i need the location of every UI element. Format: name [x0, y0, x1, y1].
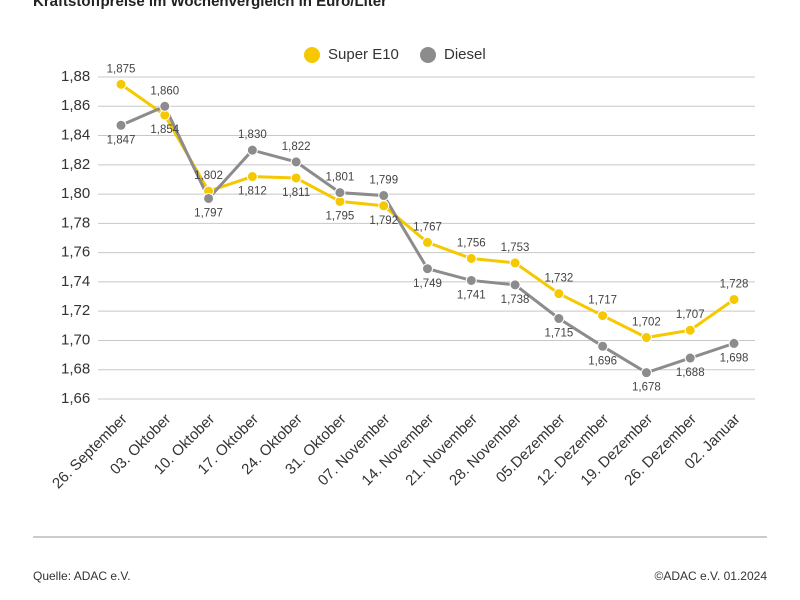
value-label: 1,767: [413, 221, 442, 233]
value-label: 1,811: [282, 187, 310, 199]
legend-marker: [420, 47, 436, 63]
point: [422, 263, 433, 275]
value-label: 1,702: [632, 317, 661, 329]
legend-label: Diesel: [444, 46, 486, 63]
point: [640, 367, 652, 379]
value-label: 1,698: [720, 352, 749, 364]
point: [115, 119, 127, 131]
point: [290, 172, 302, 184]
point: [597, 340, 609, 352]
y-tick-label: 1,84: [61, 127, 90, 144]
point: [115, 78, 127, 90]
point: [159, 100, 171, 112]
value-label: 1,717: [588, 295, 617, 307]
value-label: 1,812: [238, 186, 267, 198]
point: [465, 274, 477, 286]
point: [378, 190, 390, 202]
point: [509, 279, 521, 291]
value-label: 1,707: [676, 309, 705, 321]
point: [728, 337, 740, 349]
source: Quelle: ADAC e.V.: [33, 569, 131, 583]
value-label: 1,802: [194, 170, 223, 182]
point: [597, 310, 609, 322]
point: [246, 171, 258, 183]
value-label: 1,801: [326, 172, 355, 184]
value-label: 1,749: [413, 278, 442, 290]
value-label: 1,753: [501, 242, 530, 254]
value-label: 1,688: [676, 367, 705, 379]
value-label: 1,797: [194, 208, 223, 220]
y-tick-label: 1,80: [61, 185, 90, 202]
y-tick-label: 1,88: [61, 68, 90, 85]
value-label: 1,799: [369, 175, 398, 187]
point: [728, 293, 740, 305]
value-label: 1,875: [107, 63, 136, 75]
point: [684, 324, 696, 336]
value-label: 1,847: [107, 134, 136, 146]
point: [465, 252, 477, 264]
value-label: 1,792: [369, 215, 398, 227]
y-tick-label: 1,78: [61, 214, 90, 231]
chart-title: Kraftstoffpreise im Wochenvergleich in E…: [33, 0, 387, 10]
value-label: 1,732: [544, 273, 573, 285]
point: [509, 257, 521, 269]
y-tick-label: 1,74: [61, 273, 90, 290]
value-label: 1,756: [457, 238, 486, 250]
y-tick-label: 1,66: [61, 390, 90, 407]
value-label: 1,728: [720, 279, 749, 291]
point: [290, 156, 302, 168]
value-label: 1,715: [544, 328, 573, 340]
value-label: 1,741: [457, 289, 486, 301]
point: [684, 352, 696, 364]
point: [640, 332, 652, 344]
point: [246, 144, 258, 156]
x-tick-label: 26. September: [49, 411, 131, 493]
y-tick-label: 1,68: [61, 361, 90, 378]
y-tick-label: 1,72: [61, 302, 90, 319]
value-label: 1,860: [150, 85, 179, 97]
point: [553, 313, 565, 324]
y-tick-label: 1,76: [61, 244, 90, 261]
value-label: 1,678: [632, 382, 661, 394]
legend-label: Super E10: [328, 46, 399, 63]
value-label: 1,696: [588, 355, 617, 367]
value-label: 1,795: [326, 210, 355, 222]
point: [203, 192, 215, 204]
point: [553, 288, 565, 300]
point: [422, 236, 433, 248]
y-tick-label: 1,82: [61, 156, 90, 173]
value-label: 1,830: [238, 129, 267, 141]
value-label: 1,822: [282, 141, 311, 153]
value-label: 1,738: [501, 294, 530, 306]
copyright: ©ADAC e.V. 01.2024: [655, 569, 768, 583]
point: [334, 187, 346, 199]
value-label: 1,854: [150, 124, 179, 136]
y-tick-label: 1,86: [61, 97, 90, 114]
point: [378, 200, 390, 212]
legend-marker: [304, 47, 320, 63]
y-tick-label: 1,70: [61, 331, 90, 348]
